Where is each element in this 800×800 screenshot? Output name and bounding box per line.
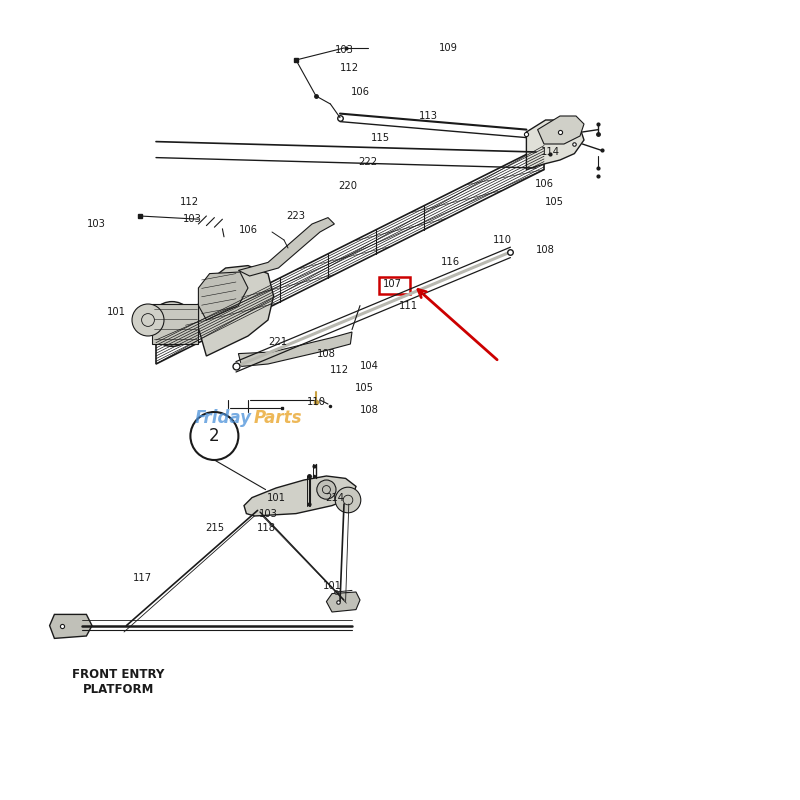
Text: 110: 110 xyxy=(306,397,326,406)
Text: 101: 101 xyxy=(106,307,126,317)
Polygon shape xyxy=(538,116,584,144)
Text: 215: 215 xyxy=(205,523,224,533)
Polygon shape xyxy=(526,120,584,170)
Polygon shape xyxy=(326,592,360,612)
Text: 108: 108 xyxy=(536,245,555,254)
Text: 117: 117 xyxy=(133,573,152,582)
Text: 115: 115 xyxy=(370,133,390,142)
Text: 223: 223 xyxy=(286,211,306,221)
Text: 111: 111 xyxy=(398,302,418,311)
Polygon shape xyxy=(244,476,356,516)
Text: 101: 101 xyxy=(322,581,342,590)
Text: 118: 118 xyxy=(257,523,276,533)
Polygon shape xyxy=(198,272,248,320)
Text: 112: 112 xyxy=(180,197,199,206)
Polygon shape xyxy=(152,304,198,344)
Text: 101: 101 xyxy=(266,493,286,502)
Text: 105: 105 xyxy=(545,197,564,206)
Polygon shape xyxy=(50,614,92,638)
Circle shape xyxy=(132,304,164,336)
Text: 105: 105 xyxy=(354,383,374,393)
Text: 108: 108 xyxy=(360,406,379,415)
Text: 221: 221 xyxy=(268,338,287,347)
Text: 103: 103 xyxy=(86,219,106,229)
Text: 110: 110 xyxy=(493,235,512,245)
Text: 104: 104 xyxy=(360,362,379,371)
Bar xyxy=(379,277,410,294)
Circle shape xyxy=(317,480,336,499)
Text: 103: 103 xyxy=(258,509,278,518)
Text: 112: 112 xyxy=(340,63,359,73)
Text: Friday: Friday xyxy=(195,409,252,426)
Text: FRONT ENTRY
PLATFORM: FRONT ENTRY PLATFORM xyxy=(72,667,165,695)
Polygon shape xyxy=(238,332,352,366)
Text: 109: 109 xyxy=(438,43,458,53)
Polygon shape xyxy=(198,266,274,356)
Text: 107: 107 xyxy=(382,279,402,289)
Polygon shape xyxy=(238,218,334,276)
Text: 106: 106 xyxy=(350,87,370,97)
Text: 106: 106 xyxy=(534,179,554,189)
Text: 112: 112 xyxy=(330,365,349,374)
Circle shape xyxy=(335,487,361,513)
Text: 222: 222 xyxy=(358,157,378,166)
Text: 113: 113 xyxy=(418,111,438,121)
Text: 103: 103 xyxy=(334,45,354,54)
Text: 114: 114 xyxy=(541,147,560,157)
Text: 106: 106 xyxy=(238,226,258,235)
Text: 220: 220 xyxy=(338,181,358,190)
Text: 116: 116 xyxy=(441,257,460,266)
Text: 2: 2 xyxy=(209,427,220,445)
Text: 214: 214 xyxy=(325,493,344,502)
Text: 103: 103 xyxy=(182,214,202,224)
Circle shape xyxy=(150,302,194,346)
Text: 108: 108 xyxy=(317,349,336,358)
Text: Parts: Parts xyxy=(254,409,302,426)
